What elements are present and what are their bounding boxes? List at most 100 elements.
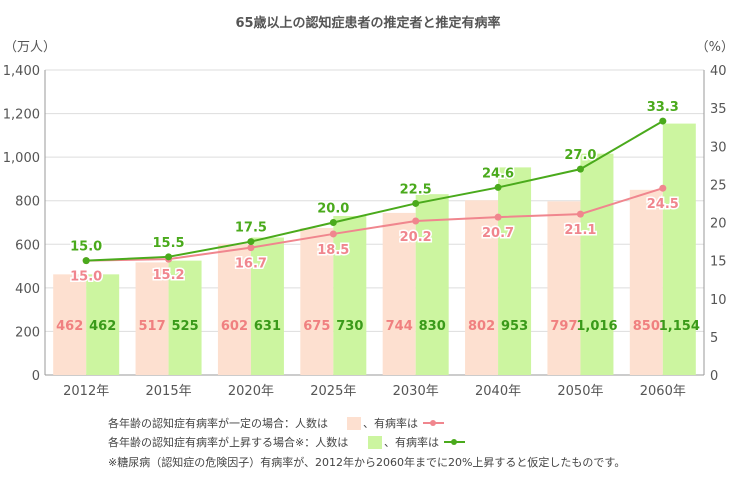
rate-value-label-rising: 15.5 xyxy=(153,236,185,251)
right-tick-label: 40 xyxy=(710,64,727,79)
left-tick-label: 600 xyxy=(15,238,40,253)
right-tick-label: 30 xyxy=(710,140,727,155)
right-tick-label: 20 xyxy=(710,217,727,232)
rate-point-constant xyxy=(494,213,502,221)
left-tick-label: 1,400 xyxy=(3,64,40,79)
right-tick-label: 0 xyxy=(710,369,718,384)
legend-line2-prefix: 各年齢の認知症有病率が上昇する場合※：人数は xyxy=(108,435,348,449)
bar-constant xyxy=(465,200,499,375)
bar-value-label-constant: 462 xyxy=(56,319,83,334)
rate-point-rising xyxy=(494,183,502,191)
rate-point-rising xyxy=(165,253,173,261)
bar-value-label-constant: 517 xyxy=(138,319,165,334)
rate-value-label-constant: 18.5 xyxy=(317,243,349,258)
rate-point-constant xyxy=(329,230,337,238)
chart-title: 65歳以上の認知症患者の推定者と推定有病率 xyxy=(235,15,500,31)
right-tick-label: 25 xyxy=(710,178,727,193)
bar-constant xyxy=(547,201,581,375)
rate-point-rising xyxy=(329,219,337,226)
bar-constant xyxy=(53,274,87,375)
category-labels: 2012年 2015年 2020年 2025年 2030年 2040年 2050年 2060年 xyxy=(63,384,686,399)
legend: 各年齢の認知症有病率が一定の場合：人数は 、有病率は 各年齢の認知症有病率が上昇… xyxy=(108,416,625,469)
bar-rising xyxy=(250,237,284,375)
category-label: 2020年 xyxy=(228,384,274,399)
bar-value-label-constant: 744 xyxy=(386,319,413,334)
bar-rising xyxy=(333,215,367,375)
rate-point-constant xyxy=(576,210,584,218)
rate-labels: 15.0 15.2 16.7 18.5 20.2 20.7 21.1 24.5 15.0 15.5… xyxy=(69,99,681,287)
left-tick-label: 1,000 xyxy=(3,151,40,166)
rate-line-constant xyxy=(86,187,664,262)
rate-value-label-rising: 24.6 xyxy=(482,166,514,181)
legend-marker-constant xyxy=(430,420,436,426)
bar-rising xyxy=(662,123,696,375)
bar-value-label-constant: 850 xyxy=(633,319,660,334)
legend-marker-rising xyxy=(451,439,457,445)
legend-line2-mid: 、有病率は xyxy=(384,435,439,449)
left-tick-label: 1,200 xyxy=(3,108,40,123)
rate-value-label-constant: 21.1 xyxy=(564,223,596,238)
bar-rising xyxy=(580,153,614,375)
legend-line1-prefix: 各年齢の認知症有病率が一定の場合：人数は xyxy=(108,416,328,430)
rate-value-label-constant: 20.7 xyxy=(482,226,514,241)
bar-value-label-rising: 953 xyxy=(501,319,528,334)
right-tick-label: 15 xyxy=(710,255,727,270)
category-label: 2050年 xyxy=(557,384,603,399)
rate-point-rising xyxy=(659,117,667,125)
bar-rising xyxy=(498,167,532,375)
rate-value-label-constant: 24.5 xyxy=(647,197,679,212)
bars xyxy=(53,123,696,375)
rate-point-rising xyxy=(576,165,584,173)
category-label: 2060年 xyxy=(640,384,686,399)
rate-line-rising xyxy=(86,120,664,262)
rate-value-label-constant: 16.7 xyxy=(235,257,267,272)
rate-value-label-rising: 27.0 xyxy=(564,148,596,163)
bar-constant xyxy=(217,243,251,375)
right-tick-label: 35 xyxy=(710,102,727,117)
category-label: 2015年 xyxy=(146,384,192,399)
bar-rising xyxy=(86,274,120,375)
legend-swatch-constant-bar xyxy=(347,417,361,430)
rate-lines xyxy=(82,117,667,265)
legend-note: ※糖尿病（認知症の危険因子）有病率が、2012年から2060年までに20%上昇す… xyxy=(108,455,625,469)
rate-value-label-rising: 20.0 xyxy=(317,202,349,217)
bar-value-label-rising: 730 xyxy=(336,319,363,334)
bar-value-label-rising: 1,154 xyxy=(659,319,700,334)
bar-value-label-rising: 1,016 xyxy=(576,319,617,334)
left-tick-label: 400 xyxy=(15,282,40,297)
bar-value-label-rising: 830 xyxy=(419,319,446,334)
bar-value-label-constant: 797 xyxy=(550,319,577,334)
rate-value-label-rising: 15.0 xyxy=(70,240,102,255)
bar-value-label-rising: 631 xyxy=(254,319,281,334)
rate-point-rising xyxy=(412,199,420,207)
rate-value-label-rising: 33.3 xyxy=(647,100,679,115)
category-label: 2012年 xyxy=(63,384,109,399)
legend-line1-mid: 、有病率は xyxy=(363,416,418,430)
bar-value-label-rising: 525 xyxy=(171,319,198,334)
right-axis-unit: （%） xyxy=(696,40,734,55)
rate-point-constant xyxy=(247,244,255,252)
category-label: 2040年 xyxy=(475,384,521,399)
bar-constant xyxy=(135,262,169,375)
bar-constant xyxy=(382,212,416,375)
right-tick-label: 5 xyxy=(710,331,718,346)
bar-value-label-constant: 802 xyxy=(468,319,495,334)
bar-value-label-rising: 462 xyxy=(89,319,116,334)
right-tick-label: 10 xyxy=(710,293,727,308)
left-axis-ticks: 0 200 400 600 800 1,000 1,200 1,400 xyxy=(3,64,40,384)
rate-point-rising xyxy=(247,238,255,246)
rate-point-constant xyxy=(659,184,667,192)
rate-value-label-constant: 15.0 xyxy=(70,270,102,285)
rate-value-label-constant: 20.2 xyxy=(400,230,432,245)
bar-value-label-constant: 602 xyxy=(221,319,248,334)
category-label: 2025年 xyxy=(310,384,356,399)
bar-constant xyxy=(629,189,663,375)
rate-value-label-rising: 17.5 xyxy=(235,221,267,236)
bar-rising xyxy=(168,260,202,375)
left-tick-label: 800 xyxy=(15,195,40,210)
left-tick-label: 0 xyxy=(32,369,40,384)
rate-point-constant xyxy=(412,217,420,225)
rate-value-label-rising: 22.5 xyxy=(400,182,432,197)
